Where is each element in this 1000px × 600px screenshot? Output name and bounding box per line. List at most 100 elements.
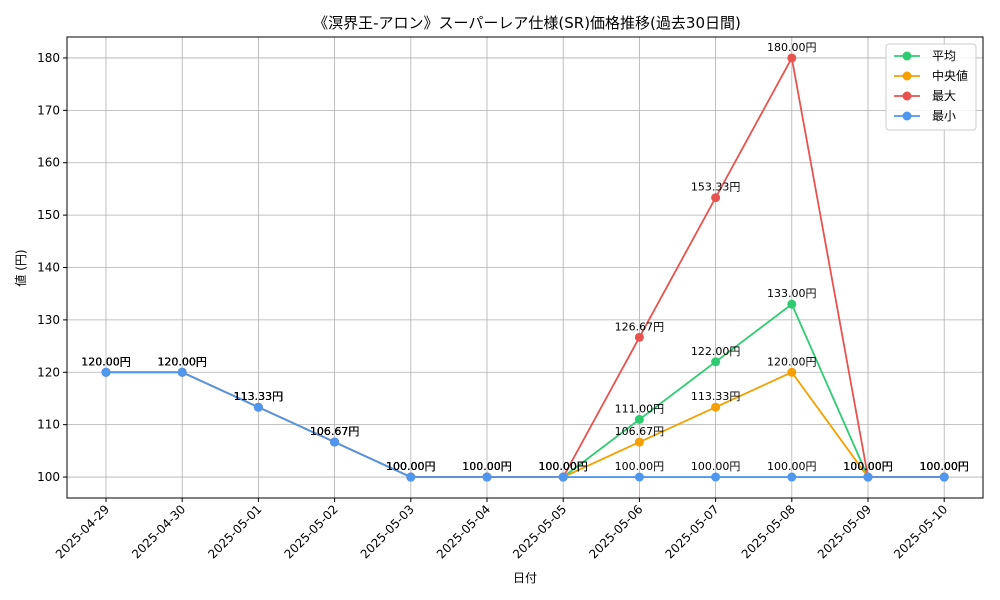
x-tick-label: 2025-05-10 <box>891 502 950 561</box>
data-point <box>787 472 797 482</box>
x-axis-label: 日付 <box>513 571 537 585</box>
data-label: 111.00円 <box>615 402 665 415</box>
axes: 100 110 120 130 140 150 160 170 180 2025-04-29 202… <box>37 36 984 561</box>
data-point <box>787 299 797 309</box>
data-point <box>253 402 263 412</box>
data-label: 180.00円 <box>767 41 817 54</box>
data-label: 120.00円 <box>81 355 131 368</box>
x-tick-label: 2025-05-03 <box>358 502 417 561</box>
data-point <box>711 193 721 203</box>
data-label: 100.00円 <box>843 460 893 473</box>
x-tick-label: 2025-05-01 <box>205 502 264 561</box>
data-label: 100.00円 <box>538 460 588 473</box>
x-tick-label: 2025-05-08 <box>739 502 798 561</box>
legend-label: 平均 <box>932 49 956 63</box>
data-label: 120.00円 <box>157 355 207 368</box>
x-tick-label: 2025-05-05 <box>510 502 569 561</box>
legend-marker <box>902 111 912 121</box>
data-label: 113.33円 <box>234 390 284 403</box>
data-label: 120.00円 <box>157 355 207 368</box>
data-label: 100.00円 <box>386 460 436 473</box>
x-tick-label: 2025-05-09 <box>815 502 874 561</box>
series-line <box>106 302 945 478</box>
data-label: 120.00円 <box>157 355 207 368</box>
data-label: 113.33円 <box>691 390 741 403</box>
data-label: 100.00円 <box>386 460 436 473</box>
legend-label: 中央値 <box>932 68 968 83</box>
data-point <box>863 472 873 482</box>
data-label: 133.00円 <box>767 287 817 300</box>
series-4 <box>101 367 949 482</box>
y-tick-label: 170 <box>37 103 60 117</box>
data-label: 100.00円 <box>767 460 817 473</box>
series-1 <box>101 299 949 482</box>
legend-item: 中央値 <box>894 68 968 83</box>
grid <box>67 37 983 498</box>
legend-marker <box>902 91 912 101</box>
y-tick-label: 110 <box>37 418 60 432</box>
legend-marker <box>902 71 912 81</box>
data-label: 120.00円 <box>81 355 131 368</box>
y-tick-label: 150 <box>37 208 60 222</box>
data-label: 153.33円 <box>691 181 741 194</box>
chart-title: 《溟界王-アロン》スーパーレア仕様(SR)価格推移(過去30日間) <box>313 14 741 32</box>
data-label: 100.00円 <box>919 460 969 473</box>
data-point <box>634 332 644 342</box>
legend-marker <box>902 51 912 61</box>
data-label: 120.00円 <box>157 355 207 368</box>
data-label: 100.00円 <box>843 460 893 473</box>
data-point <box>711 357 721 367</box>
data-label: 120.00円 <box>767 355 817 368</box>
data-point <box>101 367 111 377</box>
data-label: 100.00円 <box>919 460 969 473</box>
data-label: 100.00円 <box>843 460 893 473</box>
data-labels: 120.00円 120.00円 113.33円 106.67円 100.00円 100.0… <box>81 41 969 473</box>
data-point <box>558 472 568 482</box>
data-label: 106.67円 <box>310 425 360 438</box>
data-label: 106.67円 <box>310 425 360 438</box>
data-label: 100.00円 <box>615 460 665 473</box>
data-label: 113.33円 <box>234 390 284 403</box>
legend-item: 最小 <box>894 109 956 123</box>
x-tick-label: 2025-05-06 <box>586 502 645 561</box>
data-point <box>939 472 949 482</box>
data-point <box>330 437 340 447</box>
series-line <box>106 371 945 478</box>
series-group <box>101 53 949 482</box>
data-label: 100.00円 <box>538 460 588 473</box>
data-label: 100.00円 <box>386 460 436 473</box>
x-tick-label: 2025-05-02 <box>282 502 341 561</box>
data-label: 100.00円 <box>919 460 969 473</box>
x-tick-label: 2025-04-29 <box>53 502 112 561</box>
data-label: 100.00円 <box>462 460 512 473</box>
data-label: 106.67円 <box>310 425 360 438</box>
x-tick-label: 2025-05-04 <box>434 502 493 561</box>
data-label: 100.00円 <box>386 460 436 473</box>
legend-item: 最大 <box>894 89 956 103</box>
data-point <box>711 402 721 412</box>
data-label: 113.33円 <box>234 390 284 403</box>
data-point <box>406 472 416 482</box>
data-point <box>787 53 797 63</box>
y-tick-label: 130 <box>37 313 60 327</box>
data-label: 120.00円 <box>81 355 131 368</box>
y-tick-label: 140 <box>37 261 60 275</box>
data-label: 122.00円 <box>691 345 741 358</box>
data-label: 100.00円 <box>538 460 588 473</box>
data-label: 106.67円 <box>310 425 360 438</box>
data-point <box>177 367 187 377</box>
data-label: 100.00円 <box>843 460 893 473</box>
data-point <box>634 437 644 447</box>
legend-box <box>885 43 977 131</box>
data-label: 100.00円 <box>919 460 969 473</box>
data-label: 100.00円 <box>538 460 588 473</box>
x-tick-label: 2025-04-30 <box>129 502 188 561</box>
data-label: 100.00円 <box>462 460 512 473</box>
data-point <box>787 367 797 377</box>
data-label: 100.00円 <box>691 460 741 473</box>
data-label: 106.67円 <box>615 425 665 438</box>
legend-label: 最大 <box>932 89 956 103</box>
data-point <box>634 414 644 424</box>
